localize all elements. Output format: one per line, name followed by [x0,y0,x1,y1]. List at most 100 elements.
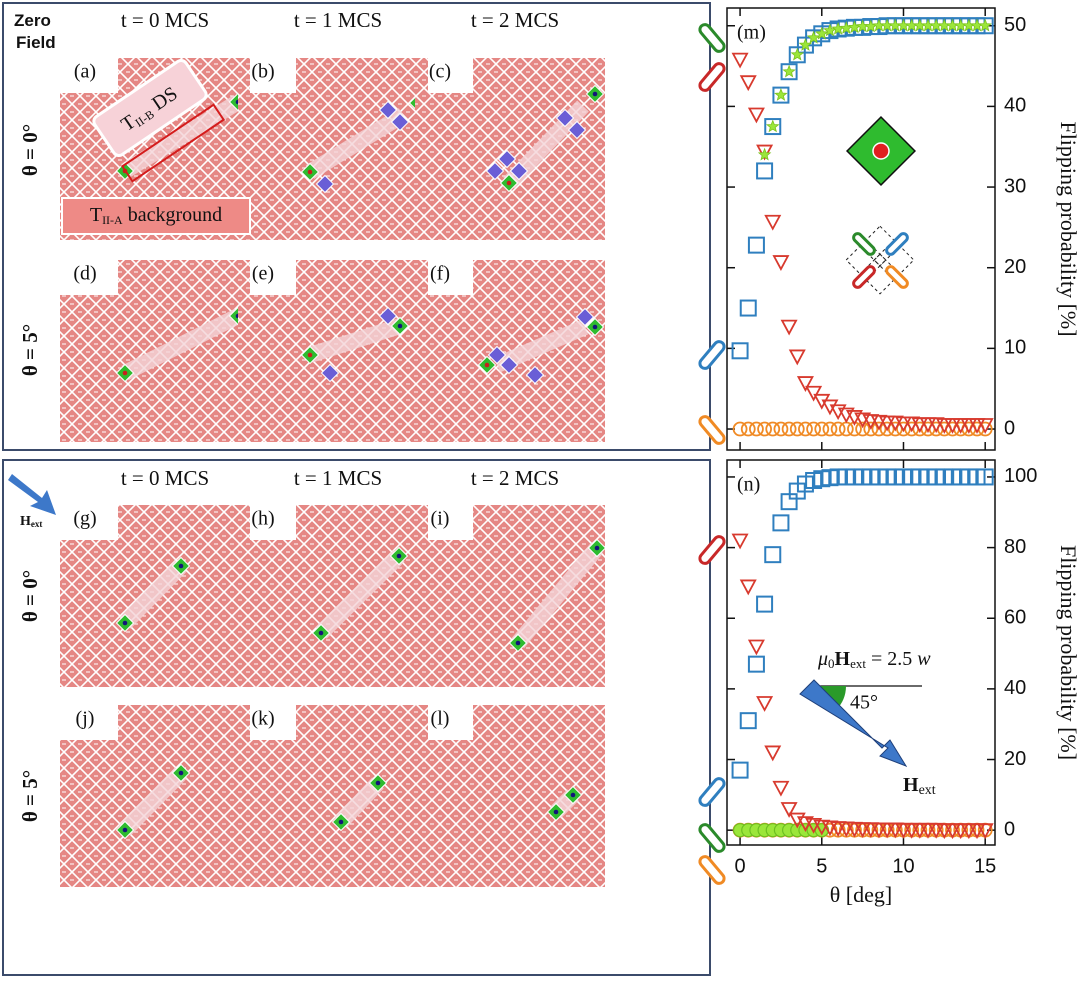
arrow-label: Hext [903,774,936,799]
lattice [415,505,605,687]
data-point [766,746,780,759]
panel-label: (n) [737,474,760,496]
spin-icon [698,415,726,446]
column-header: t = 0 MCS [121,466,209,490]
panel-letter: (l) [431,708,450,730]
data-point [767,121,779,132]
panel-letter: (g) [73,508,96,530]
y-tick-label: 40 [1004,95,1026,117]
panel-letter: (b) [251,61,274,83]
x-tick-label: 5 [816,855,827,877]
field-annotation: μ0Hext = 2.5 w [817,648,931,671]
data-point [798,377,812,390]
data-point [783,66,794,77]
y-tick-label: 20 [1004,748,1026,770]
y-axis-label: Flipping probability [%] [1056,545,1081,760]
ann-ext: ext [850,656,866,671]
ann-w: w [917,648,931,670]
zero-word: Zero [14,11,51,30]
panel-label: (m) [737,22,766,44]
ann-mu: μ [817,648,828,670]
panel-letter: (e) [252,263,274,285]
inset-spin [885,232,909,256]
data-point [807,387,821,400]
x-axis-label: θ [deg] [830,882,892,907]
data-point [733,54,747,67]
column-header: t = 1 MCS [294,466,382,490]
data-point [749,657,764,672]
end-dot [123,621,128,626]
panel-letter: (k) [251,708,274,730]
data-point [733,763,748,778]
column-header: t = 2 MCS [471,8,559,32]
inset-spin [852,232,876,256]
bg-main: T [90,204,102,226]
plot-frame [727,460,995,845]
y-tick-label: 30 [1004,175,1026,197]
y-tick-label: 0 [1004,417,1015,439]
end-dot [593,92,598,97]
bg-rest: background [123,204,222,226]
data-point [766,216,780,229]
field-word: Field [16,33,56,52]
end-dot [593,325,598,330]
data-point [741,76,755,89]
inset-spin [852,265,876,289]
column-header: t = 0 MCS [121,8,209,32]
angle-label: 45° [850,692,878,714]
end-dot [485,363,490,368]
end-dot [507,181,512,186]
column-header: t = 2 MCS [471,466,559,490]
x-tick-label: 15 [974,855,996,877]
end-dot [179,564,184,569]
data-point [792,49,803,60]
y-tick-label: 10 [1004,337,1026,359]
end-dot [376,781,381,786]
inset-dot [873,143,889,159]
figure: ZeroField Hext (a)(b)(c)(d)(e)(f)(g)(h)(… [0,0,1091,988]
field-sub: ext [31,519,43,529]
spin-icon [698,823,726,854]
data-point [757,597,772,612]
end-dot [319,631,324,636]
lattice-panels: (a)(b)(c)(d)(e)(f)(g)(h)(i)(j)(k)(l)TII-… [18,8,606,887]
data-point [749,640,763,653]
spin-icon [698,340,726,371]
spin-icon [698,777,726,808]
data-point [733,343,748,358]
lattice [415,58,605,240]
row-label: θ = 0° [18,124,42,176]
end-dot [308,353,313,358]
y-tick-label: 100 [1004,465,1037,487]
data-point [749,108,763,121]
end-dot [516,641,521,646]
data-point [757,163,772,178]
panel-letter: (d) [73,263,96,285]
y-tick-label: 0 [1004,818,1015,840]
data-point [774,782,788,795]
y-tick-label: 50 [1004,14,1026,36]
y-tick-label: 20 [1004,256,1026,278]
ann-eq: = 2.5 [866,648,917,670]
x-tick-label: 10 [892,855,914,877]
data-point [773,515,788,530]
data-point [741,301,756,316]
data-point [774,256,788,269]
data-point [782,321,796,334]
data-point [741,713,756,728]
end-dot [308,170,313,175]
panel-letter: (i) [431,508,450,530]
spin-icon [698,23,726,54]
ann-h: H [835,648,851,670]
bg-sub: II-A [102,213,123,227]
x-tick-label: 0 [735,855,746,877]
end-dot [123,828,128,833]
row-label: θ = 5° [18,770,42,822]
panel-letter: (h) [251,508,274,530]
end-dot [397,554,402,559]
spin-icon [698,855,726,886]
data-point [758,697,772,710]
y-tick-label: 40 [1004,677,1026,699]
arrow-sub: ext [919,783,936,798]
column-header: t = 1 MCS [294,8,382,32]
